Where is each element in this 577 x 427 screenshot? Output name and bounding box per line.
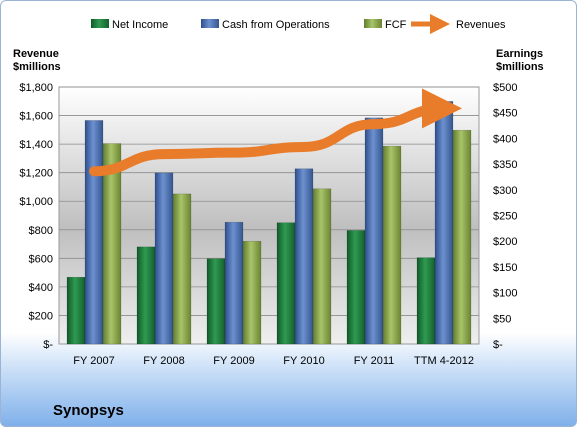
plot-area [58,86,480,345]
legend: Net Income Cash from Operations FCF Reve… [91,14,506,34]
legend-label-revenues: Revenues [456,19,506,31]
left-tick-label: $800 [29,225,53,237]
left-tick-label: $200 [29,310,53,322]
legend-swatch-cash-from-operations [201,19,219,28]
left-tick-label: $1,800 [19,82,53,94]
category-label: FY 2009 [213,355,254,367]
legend-label-net-income: Net Income [112,19,168,31]
right-tick-label: $250 [493,211,517,223]
right-axis-ticks: $- $50 $100 $150 $200 $250 $300 $350 $400 $450 $50… [493,82,517,351]
left-axis-title-line1: Revenue [13,48,59,60]
right-tick-label: $350 [493,159,517,171]
bar-net-income [66,276,86,345]
legend-swatch-fcf [364,19,382,28]
left-axis-ticks: $- $200 $400 $600 $800 $1,000 $1,200 $1,400 $1,6… [19,82,53,351]
category-label: FY 2008 [143,355,184,367]
left-tick-label: $- [43,339,53,351]
left-axis-title-line2: $millions [13,61,61,73]
chart-title: Synopsys [53,402,124,419]
legend-swatch-net-income [91,19,109,28]
bar-fcf [172,193,192,345]
right-tick-label: $450 [493,108,517,120]
bar-cash-from-operations [434,101,454,345]
left-tick-label: $600 [29,253,53,265]
legend-label-fcf: FCF [385,19,407,31]
category-labels: FY 2007 FY 2008 FY 2009 FY 2010 FY 2011 TTM 4… [73,355,474,367]
left-tick-label: $1,000 [19,196,53,208]
bar-net-income [276,222,296,345]
bar-net-income [346,230,366,345]
bar-fcf [312,188,332,345]
bar-fcf [242,240,262,345]
right-axis-title-line2: $millions [496,61,544,73]
revenue-line [89,88,462,177]
right-axis-title-line1: Earnings [496,48,543,60]
gridlines [59,86,479,316]
revenue-line-group [89,88,462,177]
bars-group [66,101,472,345]
bar-cash-from-operations [154,172,174,345]
bar-fcf [102,143,122,345]
bar-cash-from-operations [224,221,244,345]
legend-label-cash-from-operations: Cash from Operations [222,19,330,31]
bar-net-income [206,258,226,345]
category-label: TTM 4-2012 [414,355,474,367]
right-tick-label: $100 [493,288,517,300]
category-label: FY 2010 [283,355,324,367]
right-tick-label: $400 [493,133,517,145]
bar-net-income [136,246,156,345]
bar-net-income [416,257,436,345]
bar-cash-from-operations [294,168,314,345]
bar-fcf [452,129,472,345]
left-tick-label: $1,200 [19,168,53,180]
right-tick-label: $50 [493,313,511,325]
bar-fcf [382,145,402,345]
right-tick-label: $200 [493,236,517,248]
right-tick-label: $500 [493,82,517,94]
left-tick-label: $400 [29,282,53,294]
right-tick-label: $300 [493,185,517,197]
left-tick-label: $1,400 [19,139,53,151]
right-tick-label: $- [493,339,503,351]
category-label: FY 2011 [354,355,395,367]
left-tick-label: $1,600 [19,111,53,123]
bar-cash-from-operations [364,117,384,345]
category-label: FY 2007 [73,355,114,367]
right-tick-label: $150 [493,262,517,274]
bar-cash-from-operations [84,120,104,345]
